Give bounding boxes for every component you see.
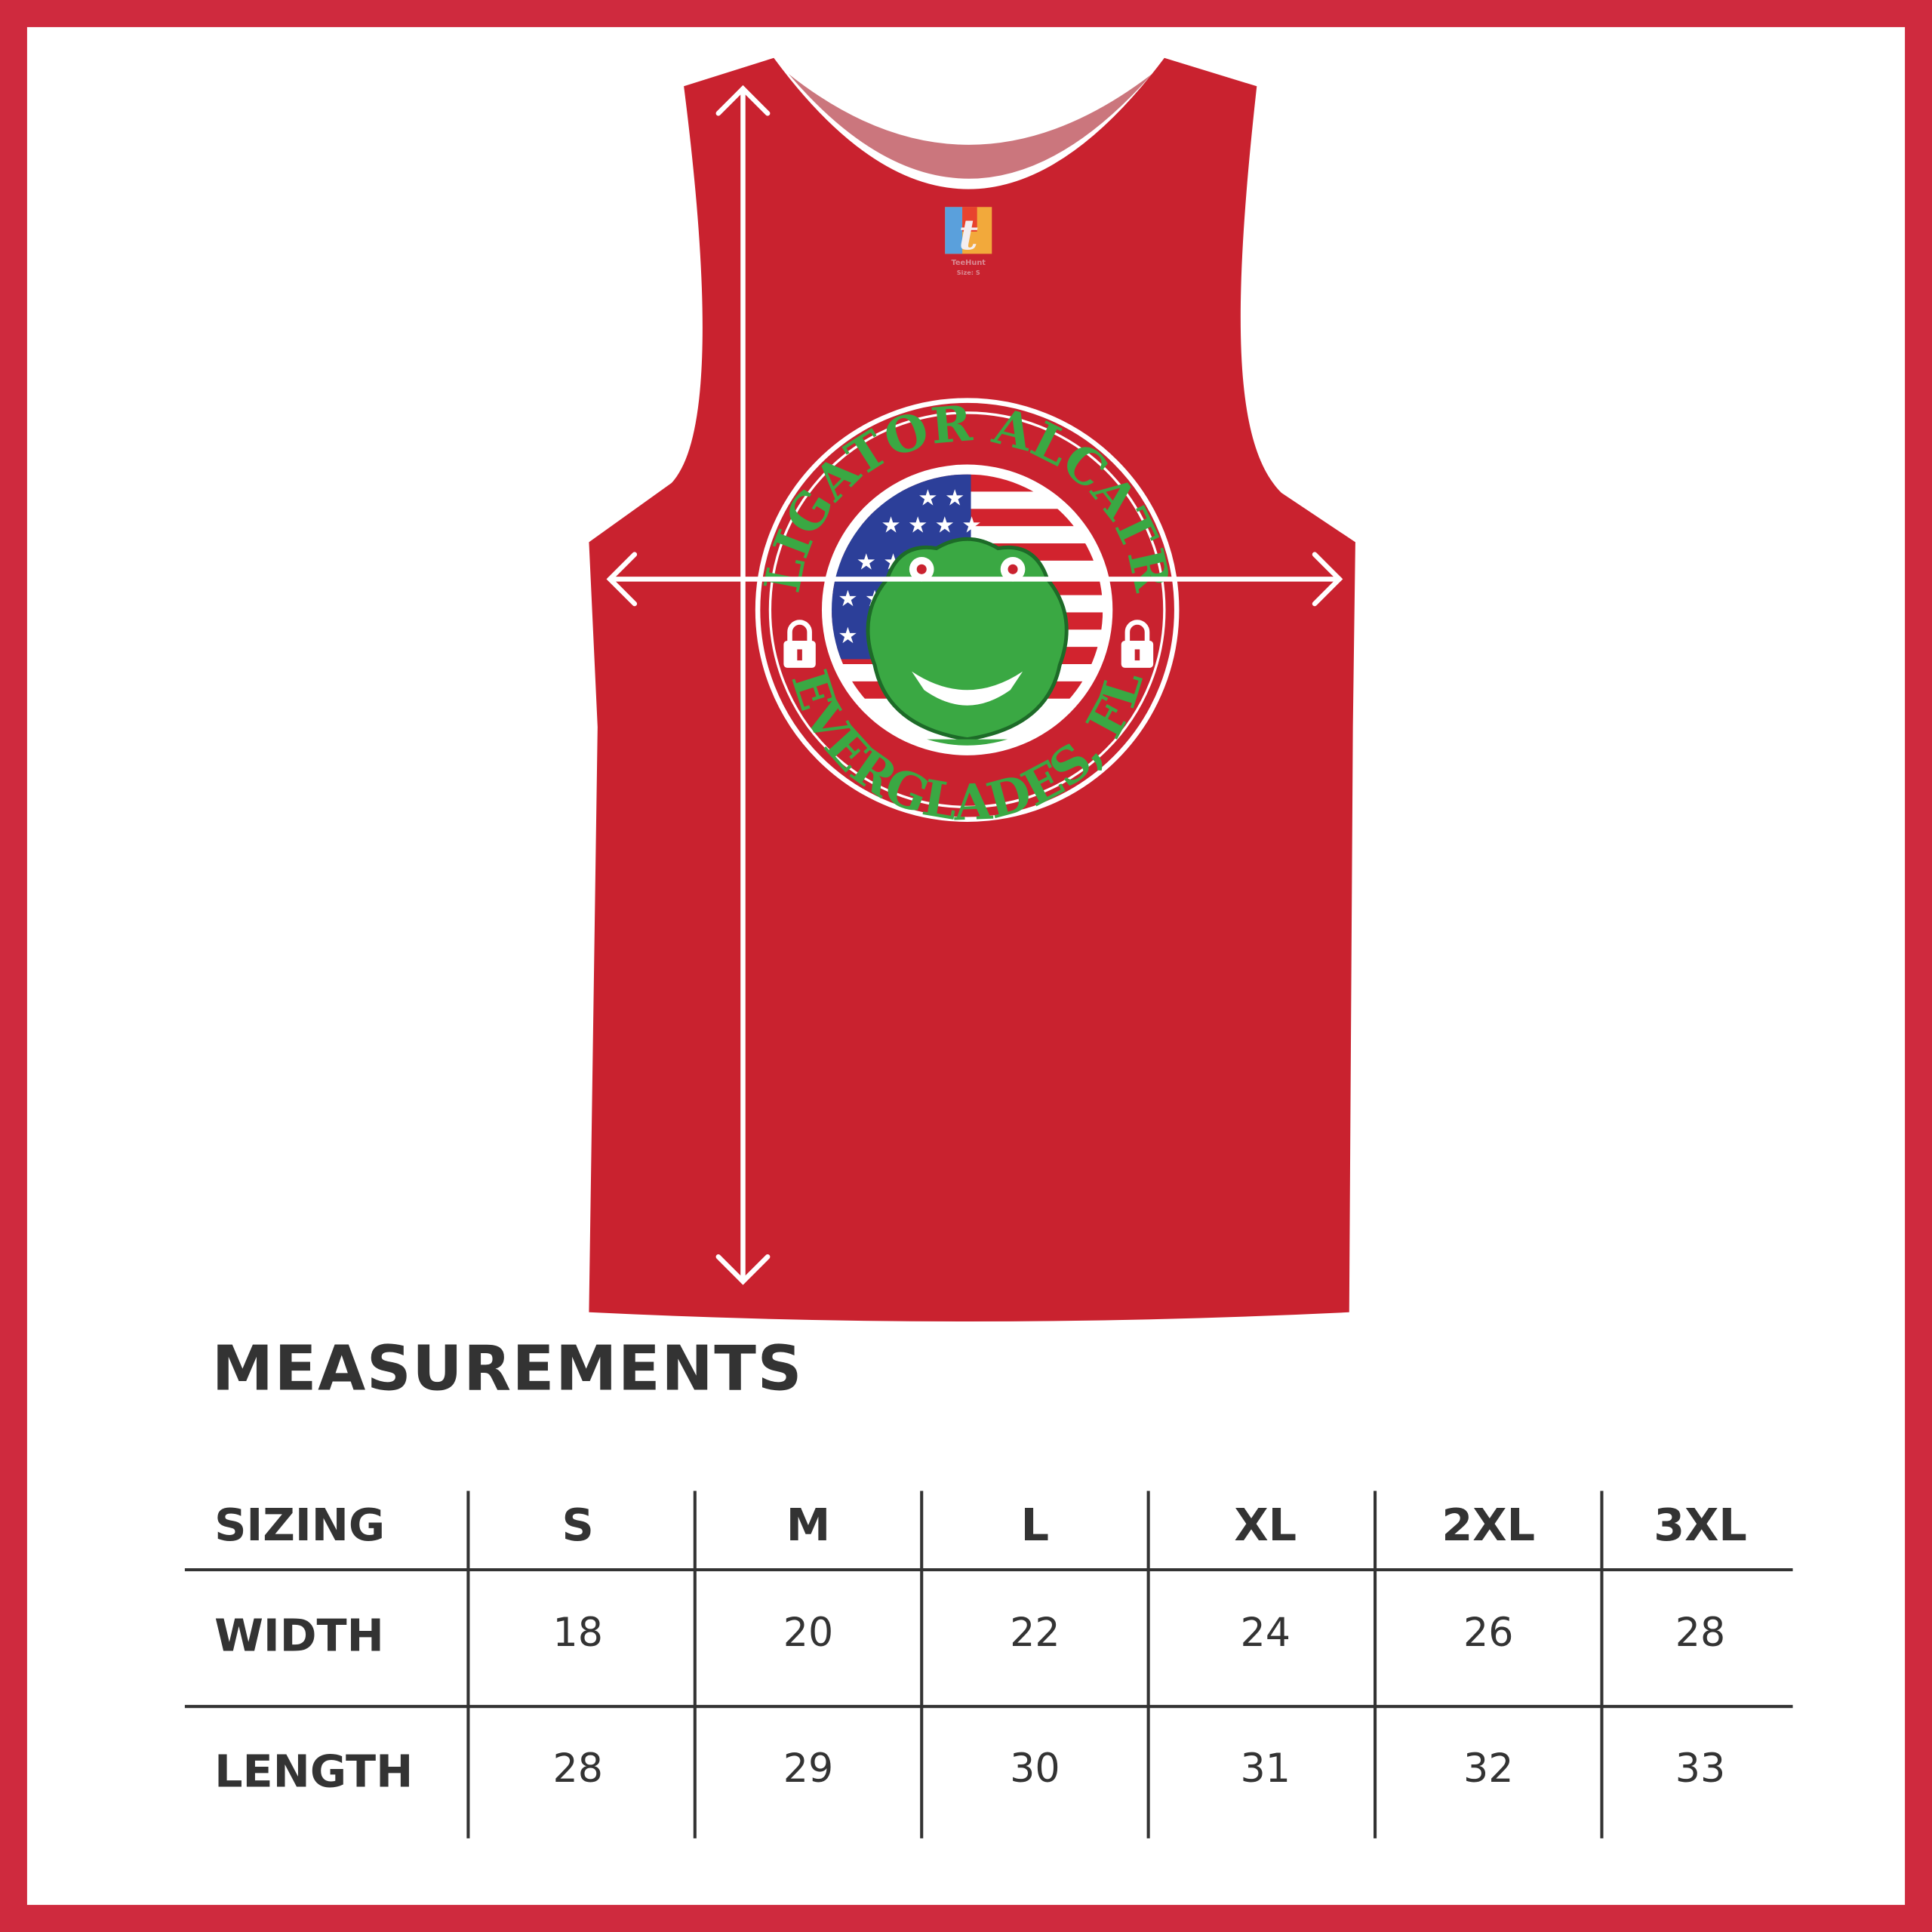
table-cell: 31 bbox=[1241, 1746, 1291, 1792]
padlock-icon bbox=[783, 620, 816, 668]
length-arrow-icon bbox=[715, 85, 771, 1285]
table-cell: 26 bbox=[1463, 1611, 1513, 1656]
header-label: SIZING bbox=[214, 1499, 385, 1551]
row-label: WIDTH bbox=[214, 1610, 384, 1662]
size-header: L bbox=[1021, 1499, 1049, 1551]
svg-text:★: ★ bbox=[838, 623, 857, 648]
table-cell: 20 bbox=[783, 1611, 833, 1656]
size-header: 2XL bbox=[1441, 1499, 1535, 1551]
table-header-row: SIZING S M L XL 2XL 3XL bbox=[214, 1499, 1747, 1551]
size-header: S bbox=[562, 1499, 594, 1551]
table-row-length: LENGTH 28 29 30 31 32 33 bbox=[214, 1745, 1725, 1797]
brand-logo-icon: t bbox=[958, 211, 978, 260]
measurements-title: MEASUREMENTS bbox=[212, 1334, 803, 1405]
width-arrow-icon bbox=[606, 552, 1343, 607]
table-cell: 30 bbox=[1010, 1746, 1060, 1792]
size-header: XL bbox=[1234, 1499, 1297, 1551]
tag-brand: TeeHunt bbox=[952, 259, 986, 267]
svg-text:★ ★: ★ ★ bbox=[918, 485, 964, 510]
tag-size: Size: S bbox=[957, 269, 980, 276]
table-cell: 32 bbox=[1463, 1746, 1513, 1792]
table-cell: 28 bbox=[1675, 1611, 1725, 1656]
table-row-width: WIDTH 18 20 22 24 26 28 bbox=[214, 1610, 1725, 1662]
alligator-icon bbox=[862, 537, 1072, 746]
table-cell: 33 bbox=[1675, 1746, 1725, 1792]
size-header: 3XL bbox=[1654, 1499, 1747, 1551]
size-header: M bbox=[786, 1499, 830, 1551]
row-label: LENGTH bbox=[214, 1745, 413, 1797]
table-cell: 18 bbox=[552, 1611, 602, 1656]
table-cell: 29 bbox=[783, 1746, 833, 1792]
size-table bbox=[184, 1491, 1793, 1838]
table-cell: 22 bbox=[1010, 1611, 1060, 1656]
brand-tag: t TeeHunt Size: S bbox=[945, 207, 992, 276]
table-cell: 28 bbox=[552, 1746, 602, 1792]
svg-text:★ ★ ★ ★: ★ ★ ★ ★ bbox=[881, 512, 981, 537]
padlock-icon bbox=[1121, 620, 1154, 668]
table-cell: 24 bbox=[1241, 1611, 1291, 1656]
